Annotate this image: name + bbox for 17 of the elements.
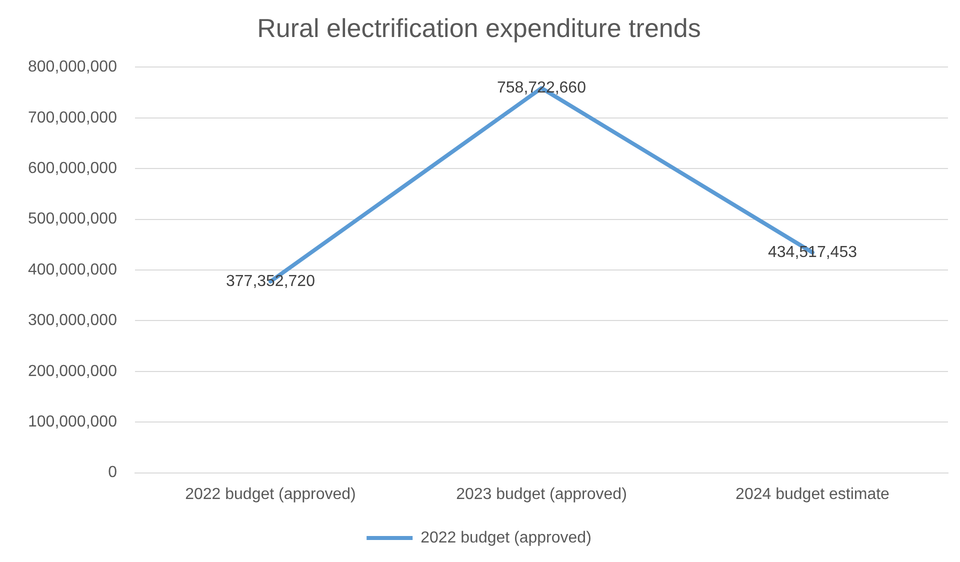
legend-label: 2022 budget (approved) xyxy=(420,529,592,546)
x-tick-label: 2022 budget (approved) xyxy=(185,486,356,503)
data-label: 758,722,660 xyxy=(496,80,586,97)
y-tick-label: 800,000,000 xyxy=(28,58,118,76)
y-tick-label: 100,000,000 xyxy=(28,414,118,431)
y-tick-label: 600,000,000 xyxy=(28,160,118,178)
y-tick-label: 700,000,000 xyxy=(28,109,118,126)
y-tick-label: 300,000,000 xyxy=(28,312,118,330)
y-tick-label: 500,000,000 xyxy=(28,210,118,228)
data-label: 434,517,453 xyxy=(768,244,858,261)
y-tick-label: 400,000,000 xyxy=(28,261,118,278)
chart-title: Rural electrification expenditure trends xyxy=(257,12,701,43)
x-tick-label: 2024 budget estimate xyxy=(736,486,890,503)
y-tick-label: 0 xyxy=(108,464,118,482)
data-label: 377,352,720 xyxy=(226,272,316,290)
y-tick-label: 200,000,000 xyxy=(28,362,118,380)
x-tick-label: 2023 budget (approved) xyxy=(456,486,627,503)
